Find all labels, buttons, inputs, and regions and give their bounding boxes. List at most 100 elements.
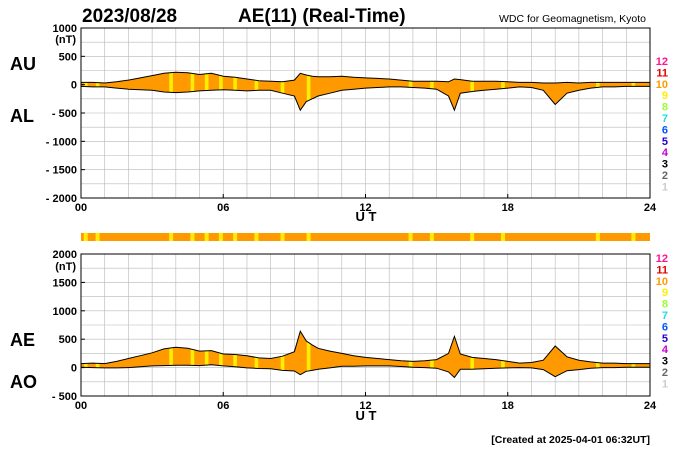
station-count-bar-segment [95, 233, 100, 241]
station-stripe [95, 82, 100, 87]
station-stripe [470, 357, 474, 370]
station-stripe [430, 360, 434, 368]
station-stripe [233, 77, 237, 91]
x-tick-label: 12 [359, 400, 371, 412]
station-stripe [233, 354, 237, 367]
y-tick-label: 2000 [53, 249, 77, 261]
station-stripe [631, 82, 636, 87]
series-line-lower [80, 364, 650, 379]
station-stripe [408, 81, 413, 88]
station-legend-label: 10 [656, 79, 668, 91]
station-legend-label: 5 [662, 136, 668, 148]
station-legend-label: 7 [662, 113, 668, 125]
au-label: AU [10, 54, 36, 74]
station-count-bar-segment [408, 233, 413, 241]
station-stripe [306, 342, 311, 371]
station-legend-label: 11 [656, 67, 668, 79]
al-label: AL [10, 106, 34, 126]
series-line-lower [80, 85, 650, 112]
x-tick-label: 24 [644, 400, 657, 412]
station-legend-label: 1 [662, 181, 668, 193]
station-stripe [83, 363, 88, 368]
y-tick-label: 500 [59, 51, 77, 63]
station-count-bar-segment [83, 233, 88, 241]
station-legend-label: 12 [656, 56, 668, 68]
y-tick-label: 1000 [53, 23, 77, 35]
station-stripe [280, 81, 285, 94]
station-stripe [501, 81, 505, 89]
station-stripe [280, 356, 285, 371]
station-legend-label: 3 [662, 356, 668, 368]
station-legend-label: 8 [662, 299, 668, 311]
lower-unit-label: (nT) [55, 261, 76, 273]
station-stripe [631, 363, 636, 368]
x-tick-label: 12 [359, 202, 371, 214]
series-line-upper [81, 71, 650, 84]
station-count-bar-segment [254, 233, 259, 241]
x-tick-label: 00 [75, 202, 87, 214]
y-tick-label: - 1500 [46, 165, 77, 177]
station-legend-label: 12 [656, 253, 668, 265]
station-count-bar-segment [631, 233, 636, 241]
station-legend-label: 6 [662, 321, 668, 333]
station-legend-label: 3 [662, 159, 668, 171]
station-legend-label: 2 [662, 367, 668, 379]
station-count-bar-segment [595, 233, 600, 241]
station-count-bar-segment [204, 233, 209, 241]
lower-x-axis-title: U T [356, 408, 377, 423]
station-legend-label: 11 [656, 264, 668, 276]
y-tick-label: 1000 [53, 306, 77, 318]
x-tick-label: 18 [502, 400, 514, 412]
station-legend-label: 2 [662, 170, 668, 182]
station-stripe [190, 349, 195, 366]
area-fill-au-al [81, 72, 650, 111]
station-stripe [190, 73, 195, 92]
y-tick-label: 0 [71, 363, 77, 375]
station-legend-label: 6 [662, 124, 668, 136]
station-stripe [501, 360, 505, 368]
station-count-bar-fill [81, 233, 650, 241]
station-stripe [408, 361, 413, 368]
station-stripe [204, 73, 209, 91]
station-stripe [95, 363, 100, 368]
y-tick-label: 0 [71, 80, 77, 92]
station-legend-label: 5 [662, 333, 668, 345]
station-stripe [254, 80, 259, 91]
station-stripe [169, 72, 173, 93]
station-count-bar-segment [470, 233, 475, 241]
station-count-bar-segment [501, 233, 506, 241]
x-tick-label: 24 [644, 202, 657, 214]
station-legend-label: 7 [662, 310, 668, 322]
chart-title: AE(11) (Real-Time) [238, 6, 406, 27]
ao-label: AO [10, 372, 37, 392]
station-stripe [596, 82, 600, 88]
station-stripe [219, 75, 223, 90]
upper-x-axis-title: U T [356, 209, 377, 224]
station-count-bar [81, 233, 650, 241]
station-count-bar-segment [233, 233, 238, 241]
y-tick-label: - 500 [52, 391, 77, 403]
station-stripe [596, 362, 600, 368]
station-legend-label: 4 [662, 344, 669, 356]
station-stripe [254, 357, 259, 369]
station-count-bar-segment [280, 233, 285, 241]
created-timestamp: [Created at 2025-04-01 06:32UT] [491, 434, 650, 446]
source-label: WDC for Geomagnetism, Kyoto [499, 13, 646, 25]
area-fill-ae-ao [81, 331, 650, 378]
station-legend-label: 9 [662, 90, 668, 102]
y-tick-label: - 2000 [46, 193, 77, 205]
station-legend-label: 1 [662, 378, 668, 390]
series-line-upper [80, 329, 650, 365]
station-stripe [470, 81, 474, 92]
station-stripe [306, 75, 311, 101]
station-count-bar-segment [429, 233, 434, 241]
station-count-bar-segment [306, 233, 311, 241]
station-legend-label: 9 [662, 287, 668, 299]
date-label: 2023/08/28 [82, 6, 177, 27]
y-tick-label: - 1000 [46, 136, 77, 148]
